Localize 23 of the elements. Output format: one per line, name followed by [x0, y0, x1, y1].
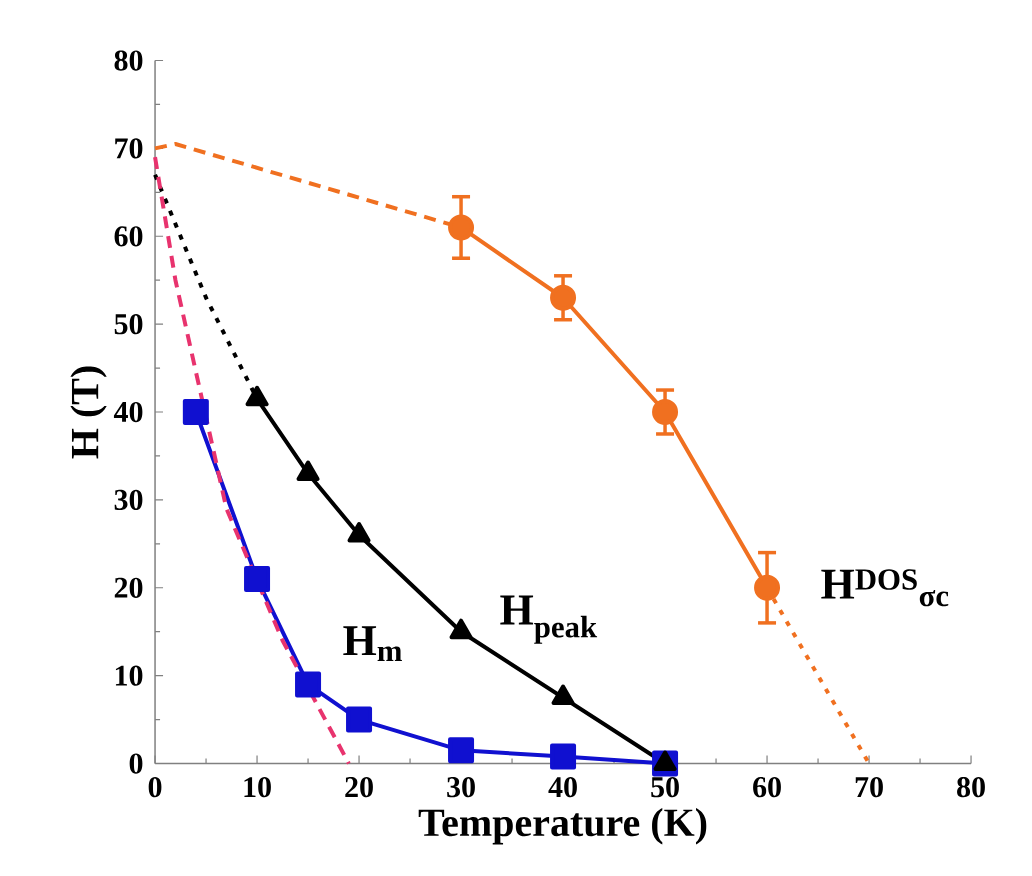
y-tick-label: 80 — [114, 50, 143, 71]
y-tick-label: 20 — [114, 577, 143, 598]
y-tick-label: 40 — [113, 401, 143, 423]
x-tick-label: 20 — [345, 777, 373, 798]
x-tick-label: 80 — [957, 777, 985, 798]
x-axis-title: Temperature (K) — [418, 808, 707, 845]
series-label: H$_{m}$ — [343, 626, 402, 662]
y-tick-label: 30 — [114, 489, 143, 511]
y-tick-label: 70 — [115, 138, 143, 159]
legend-label: H$^{DOS}$$_{σc}$ — [821, 569, 949, 607]
x-tick-label: 70 — [855, 777, 883, 798]
x-tick-label: 0 — [148, 777, 162, 798]
y-tick-label: 10 — [115, 665, 143, 686]
y-tick-label: 60 — [114, 226, 143, 247]
x-tick-label: 40 — [548, 777, 577, 798]
y-tick-label: 50 — [114, 314, 143, 335]
x-tick-label: 10 — [244, 777, 271, 798]
series-label: H$_{peak}$ — [500, 595, 598, 644]
x-tick-label: 60 — [753, 777, 781, 798]
y-tick-label: 0 — [129, 753, 143, 774]
y-axis-title: H (T) — [70, 366, 107, 459]
x-tick-label: 50 — [651, 777, 679, 798]
x-tick-label: 30 — [447, 777, 475, 798]
